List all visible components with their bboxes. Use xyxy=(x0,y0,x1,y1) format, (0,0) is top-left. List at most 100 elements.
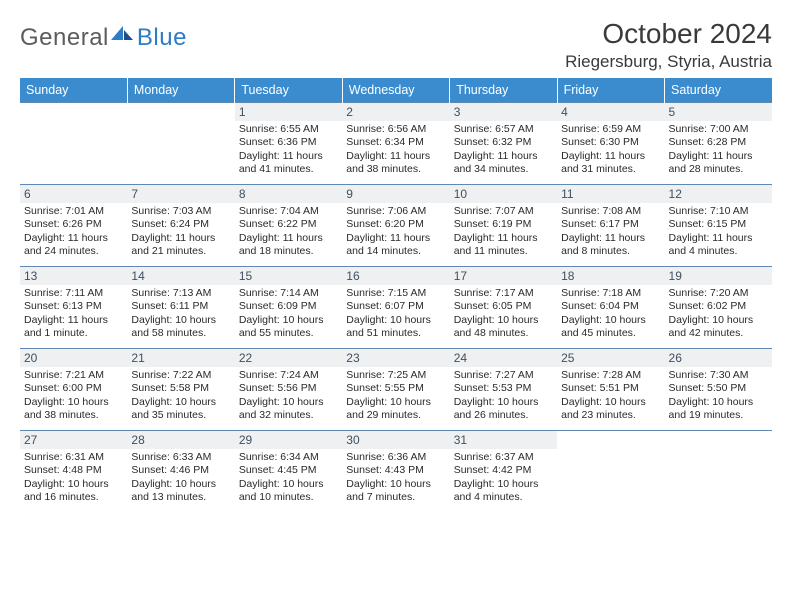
day-number: 8 xyxy=(235,185,342,203)
day-info: Sunrise: 6:36 AMSunset: 4:43 PMDaylight:… xyxy=(346,451,445,505)
day-info: Sunrise: 7:03 AMSunset: 6:24 PMDaylight:… xyxy=(131,205,230,259)
day-number: 25 xyxy=(557,349,664,367)
day-number: 20 xyxy=(20,349,127,367)
day-info: Sunrise: 7:08 AMSunset: 6:17 PMDaylight:… xyxy=(561,205,660,259)
weekday-header: Sunday xyxy=(20,78,127,103)
calendar-day-cell: 15Sunrise: 7:14 AMSunset: 6:09 PMDayligh… xyxy=(235,267,342,349)
calendar-day-cell: 10 Sunrise: 7:07 AMSunset: 6:19 PMDayligh… xyxy=(450,185,557,267)
calendar-empty-cell xyxy=(20,103,127,185)
day-number: 16 xyxy=(342,267,449,285)
calendar-day-cell: 27 Sunrise: 6:31 AMSunset: 4:48 PMDayligh… xyxy=(20,431,127,513)
day-number: 13 xyxy=(20,267,127,285)
day-info: Sunrise: 7:00 AMSunset: 6:28 PMDaylight:… xyxy=(669,123,768,177)
calendar-week-row: 1 Sunrise: 6:55 AMSunset: 6:36 PMDaylight… xyxy=(20,103,772,185)
calendar-day-cell: 28Sunrise: 6:33 AMSunset: 4:46 PMDayligh… xyxy=(127,431,234,513)
day-info: Sunrise: 7:10 AMSunset: 6:15 PMDaylight:… xyxy=(669,205,768,259)
day-number: 27 xyxy=(20,431,127,449)
calendar-day-cell: 11 Sunrise: 7:08 AMSunset: 6:17 PMDayligh… xyxy=(557,185,664,267)
weekday-header: Thursday xyxy=(450,78,557,103)
weekday-header: Monday xyxy=(127,78,234,103)
day-info: Sunrise: 6:55 AMSunset: 6:36 PMDaylight:… xyxy=(239,123,338,177)
calendar-day-cell: 26Sunrise: 7:30 AMSunset: 5:50 PMDayligh… xyxy=(665,349,772,431)
calendar-empty-cell xyxy=(127,103,234,185)
calendar-day-cell: 30 Sunrise: 6:36 AMSunset: 4:43 PMDayligh… xyxy=(342,431,449,513)
title-block: October 2024 Riegersburg, Styria, Austri… xyxy=(565,18,772,72)
day-number: 12 xyxy=(665,185,772,203)
calendar-day-cell: 4 Sunrise: 6:59 AMSunset: 6:30 PMDaylight… xyxy=(557,103,664,185)
day-info: Sunrise: 7:18 AMSunset: 6:04 PMDaylight:… xyxy=(561,287,660,341)
calendar-day-cell: 31Sunrise: 6:37 AMSunset: 4:42 PMDayligh… xyxy=(450,431,557,513)
day-info: Sunrise: 7:04 AMSunset: 6:22 PMDaylight:… xyxy=(239,205,338,259)
calendar-day-cell: 3 Sunrise: 6:57 AMSunset: 6:32 PMDaylight… xyxy=(450,103,557,185)
day-number: 2 xyxy=(342,103,449,121)
header: General Blue October 2024 Riegersburg, S… xyxy=(20,18,772,72)
weekday-header-row: SundayMondayTuesdayWednesdayThursdayFrid… xyxy=(20,78,772,103)
day-info: Sunrise: 7:11 AMSunset: 6:13 PMDaylight:… xyxy=(24,287,123,341)
location: Riegersburg, Styria, Austria xyxy=(565,52,772,72)
day-number: 31 xyxy=(450,431,557,449)
day-number: 7 xyxy=(127,185,234,203)
day-number: 17 xyxy=(450,267,557,285)
day-number: 30 xyxy=(342,431,449,449)
calendar-empty-cell xyxy=(665,431,772,513)
calendar-day-cell: 25 Sunrise: 7:28 AMSunset: 5:51 PMDayligh… xyxy=(557,349,664,431)
day-number: 14 xyxy=(127,267,234,285)
day-info: Sunrise: 7:24 AMSunset: 5:56 PMDaylight:… xyxy=(239,369,338,423)
weekday-header: Friday xyxy=(557,78,664,103)
calendar-table: SundayMondayTuesdayWednesdayThursdayFrid… xyxy=(20,78,772,513)
calendar-day-cell: 9 Sunrise: 7:06 AMSunset: 6:20 PMDaylight… xyxy=(342,185,449,267)
calendar-week-row: 27 Sunrise: 6:31 AMSunset: 4:48 PMDayligh… xyxy=(20,431,772,513)
day-number: 5 xyxy=(665,103,772,121)
day-info: Sunrise: 6:56 AMSunset: 6:34 PMDaylight:… xyxy=(346,123,445,177)
day-info: Sunrise: 7:06 AMSunset: 6:20 PMDaylight:… xyxy=(346,205,445,259)
calendar-week-row: 13 Sunrise: 7:11 AMSunset: 6:13 PMDayligh… xyxy=(20,267,772,349)
day-info: Sunrise: 7:14 AMSunset: 6:09 PMDaylight:… xyxy=(239,287,338,341)
calendar-day-cell: 23Sunrise: 7:25 AMSunset: 5:55 PMDayligh… xyxy=(342,349,449,431)
day-info: Sunrise: 7:17 AMSunset: 6:05 PMDaylight:… xyxy=(454,287,553,341)
day-number: 29 xyxy=(235,431,342,449)
calendar-day-cell: 1 Sunrise: 6:55 AMSunset: 6:36 PMDaylight… xyxy=(235,103,342,185)
calendar-day-cell: 14 Sunrise: 7:13 AMSunset: 6:11 PMDayligh… xyxy=(127,267,234,349)
day-number: 21 xyxy=(127,349,234,367)
day-number: 6 xyxy=(20,185,127,203)
day-number: 9 xyxy=(342,185,449,203)
calendar-body: 1 Sunrise: 6:55 AMSunset: 6:36 PMDaylight… xyxy=(20,103,772,513)
calendar-day-cell: 13 Sunrise: 7:11 AMSunset: 6:13 PMDayligh… xyxy=(20,267,127,349)
calendar-day-cell: 7 Sunrise: 7:03 AMSunset: 6:24 PMDaylight… xyxy=(127,185,234,267)
calendar-day-cell: 18Sunrise: 7:18 AMSunset: 6:04 PMDayligh… xyxy=(557,267,664,349)
weekday-header: Wednesday xyxy=(342,78,449,103)
day-number: 4 xyxy=(557,103,664,121)
calendar-week-row: 6 Sunrise: 7:01 AMSunset: 6:26 PMDaylight… xyxy=(20,185,772,267)
day-info: Sunrise: 6:59 AMSunset: 6:30 PMDaylight:… xyxy=(561,123,660,177)
calendar-day-cell: 17 Sunrise: 7:17 AMSunset: 6:05 PMDayligh… xyxy=(450,267,557,349)
weekday-header: Saturday xyxy=(665,78,772,103)
logo-text-blue: Blue xyxy=(137,24,187,52)
day-number: 3 xyxy=(450,103,557,121)
calendar-day-cell: 20 Sunrise: 7:21 AMSunset: 6:00 PMDayligh… xyxy=(20,349,127,431)
day-number: 1 xyxy=(235,103,342,121)
day-info: Sunrise: 7:13 AMSunset: 6:11 PMDaylight:… xyxy=(131,287,230,341)
day-number: 11 xyxy=(557,185,664,203)
day-info: Sunrise: 7:01 AMSunset: 6:26 PMDaylight:… xyxy=(24,205,123,259)
day-info: Sunrise: 6:31 AMSunset: 4:48 PMDaylight:… xyxy=(24,451,123,505)
calendar-day-cell: 5 Sunrise: 7:00 AMSunset: 6:28 PMDaylight… xyxy=(665,103,772,185)
day-info: Sunrise: 7:22 AMSunset: 5:58 PMDaylight:… xyxy=(131,369,230,423)
calendar-empty-cell xyxy=(557,431,664,513)
day-number: 26 xyxy=(665,349,772,367)
day-number: 23 xyxy=(342,349,449,367)
day-info: Sunrise: 7:28 AMSunset: 5:51 PMDaylight:… xyxy=(561,369,660,423)
day-number: 24 xyxy=(450,349,557,367)
month-title: October 2024 xyxy=(565,18,772,50)
day-number: 19 xyxy=(665,267,772,285)
calendar-day-cell: 2 Sunrise: 6:56 AMSunset: 6:34 PMDaylight… xyxy=(342,103,449,185)
calendar-day-cell: 21 Sunrise: 7:22 AMSunset: 5:58 PMDayligh… xyxy=(127,349,234,431)
day-info: Sunrise: 7:21 AMSunset: 6:00 PMDaylight:… xyxy=(24,369,123,423)
calendar-day-cell: 22Sunrise: 7:24 AMSunset: 5:56 PMDayligh… xyxy=(235,349,342,431)
day-number: 10 xyxy=(450,185,557,203)
day-info: Sunrise: 7:20 AMSunset: 6:02 PMDaylight:… xyxy=(669,287,768,341)
day-info: Sunrise: 6:57 AMSunset: 6:32 PMDaylight:… xyxy=(454,123,553,177)
logo: General Blue xyxy=(20,18,187,52)
day-info: Sunrise: 7:07 AMSunset: 6:19 PMDaylight:… xyxy=(454,205,553,259)
calendar-day-cell: 24Sunrise: 7:27 AMSunset: 5:53 PMDayligh… xyxy=(450,349,557,431)
calendar-week-row: 20 Sunrise: 7:21 AMSunset: 6:00 PMDayligh… xyxy=(20,349,772,431)
